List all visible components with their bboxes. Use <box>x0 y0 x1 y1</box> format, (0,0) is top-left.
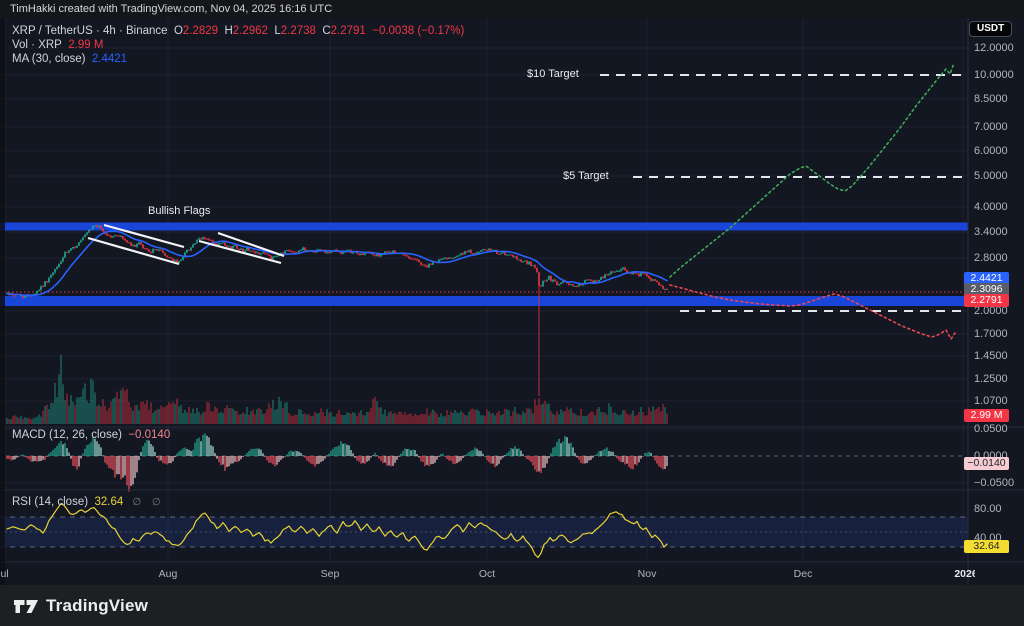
price-axis-label: 8.5000 <box>974 93 1008 105</box>
price-axis-label: 5.0000 <box>974 170 1008 182</box>
time-axis-label: 2026 <box>954 568 975 580</box>
ohlc-low-label: L <box>274 25 281 37</box>
price-axis-label: 12.0000 <box>974 42 1014 54</box>
symbol-title: XRP / TetherUS · 4h · Binance <box>12 25 168 37</box>
price-axis-label: 4.0000 <box>974 201 1008 213</box>
price-axis-label: 2.0000 <box>974 305 1008 317</box>
price-badge: 2.3096 <box>964 282 1009 296</box>
price-axis-label: 10.0000 <box>974 69 1014 81</box>
price-axis-label: 2.8000 <box>974 252 1008 264</box>
ohlc-close-value: 2.2791 <box>330 25 366 37</box>
price-axis-label: 80.00 <box>974 503 1002 515</box>
change-value: −0.0038 (−0.17%) <box>372 25 465 37</box>
tradingview-logo[interactable]: TradingView <box>14 596 148 616</box>
volume-value: 2.99 M <box>68 39 104 51</box>
price-badge: 2.4421 <box>964 271 1009 285</box>
time-axis-label: Dec <box>793 568 813 580</box>
price-badge: 2.2791 <box>964 293 1009 307</box>
volume-label: Vol · XRP <box>12 39 62 51</box>
ohlc-open-label: O <box>173 25 183 37</box>
rsi-label: RSI (14, close) <box>12 496 89 508</box>
price-badge: 32.64 <box>964 539 1009 553</box>
footer-bar: TradingView <box>0 585 1024 626</box>
rsi-hide-icons[interactable]: ∅ ∅ <box>132 497 165 508</box>
target-10-label[interactable]: $10 Target <box>527 68 579 80</box>
rsi-value: 32.64 <box>94 496 124 508</box>
price-axis-label: 1.4500 <box>974 350 1008 362</box>
price-axis-label: 7.0000 <box>974 121 1008 133</box>
price-axis-label: 0.0500 <box>974 423 1008 435</box>
rsi-legend[interactable]: RSI (14, close) 32.64 ∅ ∅ <box>12 496 165 508</box>
macd-label: MACD (12, 26, close) <box>12 429 122 441</box>
time-axis-label: Nov <box>637 568 657 580</box>
bullish-flags-label[interactable]: Bullish Flags <box>148 205 211 217</box>
attribution-text: TimHakki created with TradingView.com, N… <box>10 3 333 15</box>
chart-area[interactable]: XRP / TetherUS · 4h · Binance O2.2829 H2… <box>0 18 1024 585</box>
price-badge: 2.99 M <box>964 408 1009 422</box>
price-axis-label: 1.7000 <box>974 328 1008 340</box>
time-axis-label: Jul <box>0 568 9 580</box>
time-axis-label: Aug <box>158 568 178 580</box>
price-badge: −0.0140 <box>964 456 1009 470</box>
attribution-bar: TimHakki created with TradingView.com, N… <box>0 0 1024 18</box>
price-axis-label: 3.4000 <box>974 226 1008 238</box>
price-axis-label: 1.2500 <box>974 373 1008 385</box>
ma-legend[interactable]: MA (30, close) 2.4421 <box>12 53 127 65</box>
ohlc-low-value: 2.2738 <box>280 25 316 37</box>
ohlc-high-value: 2.2962 <box>232 25 268 37</box>
ohlc-close-label: C <box>322 25 331 37</box>
price-axis-label: −0.0500 <box>974 477 1015 489</box>
symbol-legend[interactable]: XRP / TetherUS · 4h · Binance O2.2829 H2… <box>12 25 464 37</box>
ohlc-high-label: H <box>224 25 233 37</box>
tradingview-logo-text: TradingView <box>46 596 149 615</box>
price-axis-label: 6.0000 <box>974 145 1008 157</box>
time-axis-label: Sep <box>320 568 340 580</box>
currency-toggle-button[interactable]: USDT <box>969 21 1013 37</box>
ma-value: 2.4421 <box>91 53 128 65</box>
macd-value: −0.0140 <box>128 429 171 441</box>
time-axis[interactable]: Jul Aug Sep Oct Nov Dec 2026 <box>0 562 975 585</box>
target-5-label[interactable]: $5 Target <box>563 170 609 182</box>
volume-legend[interactable]: Vol · XRP 2.99 M <box>12 39 103 51</box>
ohlc-open-value: 2.2829 <box>182 25 219 37</box>
macd-legend[interactable]: MACD (12, 26, close) −0.0140 <box>12 429 170 441</box>
time-axis-label: Oct <box>478 568 496 580</box>
tradingview-logo-icon <box>14 599 38 613</box>
ma-label: MA (30, close) <box>12 53 86 65</box>
price-axis-label: 1.0700 <box>974 395 1008 407</box>
